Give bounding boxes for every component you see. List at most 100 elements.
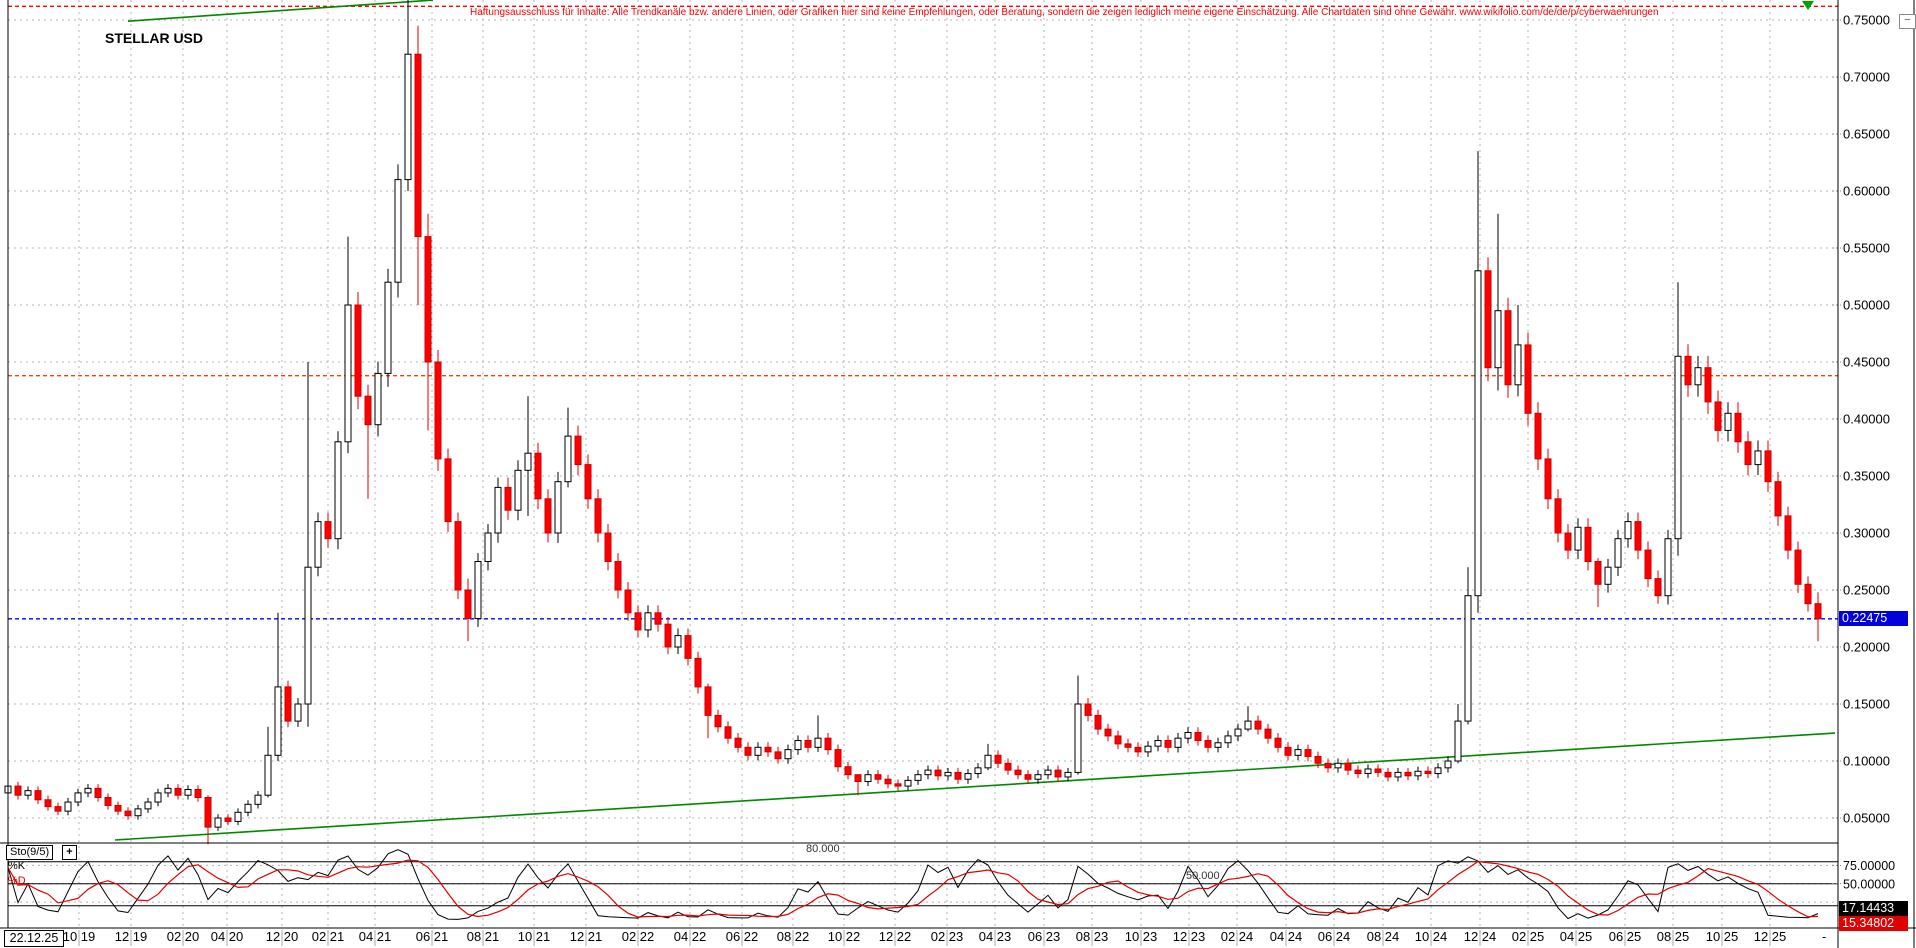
candle-body [814, 737, 822, 748]
candle-body [464, 589, 472, 619]
candle-body [44, 799, 52, 808]
candle-body [214, 817, 222, 828]
candle-body [484, 532, 492, 562]
candle-body [1114, 735, 1122, 745]
candle-body [1684, 355, 1692, 386]
candle-body [1634, 521, 1642, 551]
candle-body [754, 746, 762, 756]
x-tick-label: 04 25 [1560, 929, 1593, 944]
candle-body [344, 304, 352, 443]
candle-body [1394, 771, 1402, 778]
indicator-add-button[interactable]: + [62, 845, 77, 860]
candle-body [334, 441, 342, 540]
x-tick-label: 06 22 [726, 929, 759, 944]
candle-body [284, 686, 292, 722]
candle-body [444, 458, 452, 523]
candle-body [1084, 703, 1092, 716]
x-tick-label: 02 22 [622, 929, 655, 944]
candle-body [94, 787, 102, 798]
candle-body [1434, 767, 1442, 775]
candle-body [1204, 739, 1212, 748]
candle-body [1624, 521, 1632, 540]
price-axis-label: 0.25000 [1843, 583, 1890, 598]
candle-body [1134, 746, 1142, 753]
stochastic-indicator-label[interactable]: Sto(9/5) [6, 845, 54, 860]
disclaimer-text: Haftungsausschluss für Inhalte: Alle Tre… [470, 7, 1659, 18]
candle-body [1714, 401, 1722, 431]
candle-body [74, 792, 82, 803]
candle-body [644, 612, 652, 631]
candle-body [514, 469, 522, 511]
candle-body [1664, 538, 1672, 597]
collapse-button[interactable]: − [1899, 14, 1916, 29]
stochastic-k-line [7, 849, 1819, 920]
candle-body [1064, 771, 1072, 778]
candle-body [1254, 720, 1262, 730]
price-axis-label: 0.15000 [1843, 697, 1890, 712]
x-tick-label: 08 25 [1657, 929, 1690, 944]
candle-body [744, 746, 752, 756]
candle-body [784, 749, 792, 760]
candle-body [1584, 526, 1592, 562]
price-axis-label: 0.05000 [1843, 811, 1890, 826]
candle-body [1604, 566, 1612, 585]
candle-body [1334, 762, 1342, 769]
candle-body [1214, 742, 1222, 748]
candle-body [234, 811, 242, 822]
candle-body [1374, 768, 1382, 773]
candle-body [84, 787, 92, 794]
candle-body [314, 521, 322, 568]
x-tick-label: 02 25 [1512, 929, 1545, 944]
candle-body [1304, 749, 1312, 757]
candle-body [824, 737, 832, 751]
sto-d-value-badge: 15.34802 [1839, 916, 1908, 931]
candle-body [994, 754, 1002, 764]
x-tick-label: 12 22 [879, 929, 912, 944]
candle-body [1574, 526, 1582, 551]
sto-axis-label: 50.00000 [1843, 877, 1895, 891]
candle-body [1364, 768, 1372, 775]
x-tick-label: 04 20 [211, 929, 244, 944]
candle-body [1464, 595, 1472, 722]
x-tick-label: 10 23 [1125, 929, 1158, 944]
candle-body [1614, 538, 1622, 568]
candle-body [534, 452, 542, 500]
x-tick-label: 08 23 [1076, 929, 1109, 944]
x-tick-label: 12 19 [115, 929, 148, 944]
candle-body [1734, 412, 1742, 443]
candle-body [894, 783, 902, 787]
candle-body [1454, 720, 1462, 762]
candle-body [114, 804, 122, 812]
candle-body [424, 236, 432, 363]
candle-body [884, 778, 892, 785]
trend-line [114, 732, 1836, 841]
price-axis-label: 0.50000 [1843, 298, 1890, 313]
candle-body [804, 739, 812, 748]
stochastic-d-line [7, 859, 1819, 918]
x-tick-label: 04 23 [979, 929, 1012, 944]
candle-body [1784, 515, 1792, 551]
candle-body [1194, 732, 1202, 741]
price-axis-label: 0.20000 [1843, 640, 1890, 655]
candle-body [394, 179, 402, 283]
candle-body [1234, 728, 1242, 737]
candle-body [734, 737, 742, 748]
candle-body [324, 521, 332, 540]
candle-body [684, 635, 692, 659]
x-tick-label: 12 24 [1464, 929, 1497, 944]
candle-body [184, 789, 192, 796]
candle-body [1704, 367, 1712, 403]
candle-body [774, 751, 782, 760]
marker-arrow-icon [1802, 1, 1814, 10]
candle-body [614, 561, 622, 591]
price-axis-label: 0.10000 [1843, 754, 1890, 769]
candle-body [934, 769, 942, 777]
candle-body [1264, 728, 1272, 739]
candle-body [1504, 310, 1512, 386]
candle-body [64, 801, 72, 812]
candle-body [674, 635, 682, 648]
cursor-date-box: 22.12.25 [4, 930, 64, 947]
candle-body [1224, 735, 1232, 744]
price-axis-label: 0.70000 [1843, 70, 1890, 85]
